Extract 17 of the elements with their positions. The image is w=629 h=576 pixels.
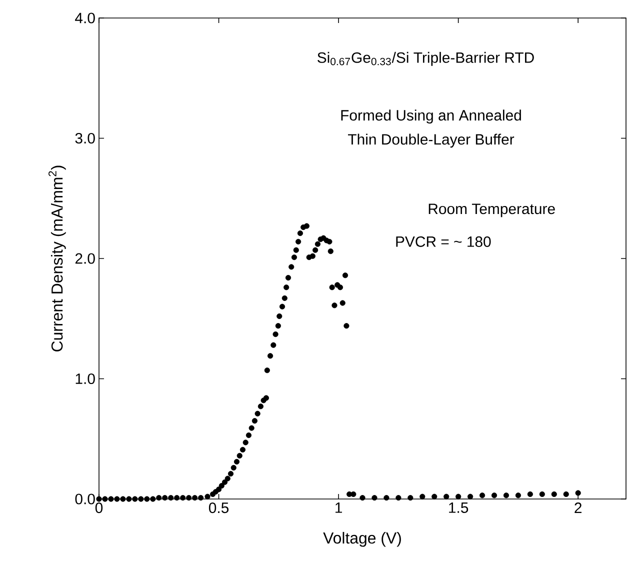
y-tick-label: 3.0 [75,132,95,144]
annotation: Thin Double-Layer Buffer [348,134,514,148]
annotation: Si$_{0.67}$Ge$_{0.33}$/Si Triple-Barrier RTD [318,52,534,66]
y-tick-label: 1.0 [76,373,95,384]
x-tick-label: 0 [95,502,103,514]
x-tick-label: 1 [336,502,342,513]
y-tick-label: 0.0 [75,494,95,504]
y-tick-label: 4.0 [75,12,95,24]
annotation: Room Temperature [428,204,555,218]
x-axis-title: Voltage (V) [323,532,401,547]
x-tick-label: 1.5 [449,502,468,513]
y-tick-label: 2.0 [75,253,95,264]
y-axis-title: Current Density (mA/mm$^{2}$) [48,166,66,352]
annotation: PVCR = ~ 180 [396,236,491,247]
x-tick-label: 0.5 [208,502,229,514]
annotation: Formed Using an Annealed [341,110,521,124]
x-tick-label: 2 [574,502,582,513]
